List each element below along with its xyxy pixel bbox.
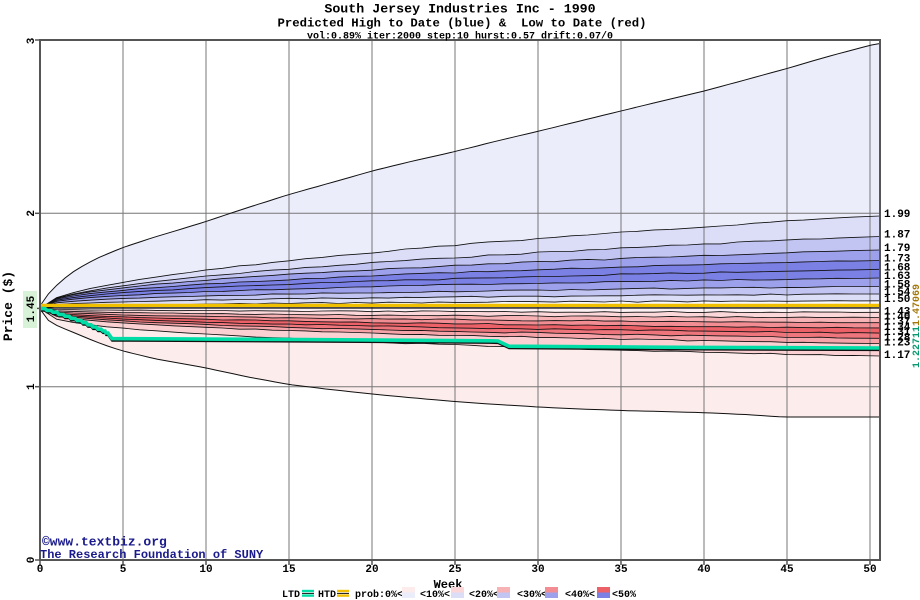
svg-text:1.31: 1.31 xyxy=(884,327,911,339)
svg-text:1.50: 1.50 xyxy=(884,294,910,306)
svg-text:1.63: 1.63 xyxy=(884,271,911,283)
svg-text:South Jersey Industries Inc -: South Jersey Industries Inc - 1990 xyxy=(324,2,595,17)
svg-text:45: 45 xyxy=(780,564,794,576)
svg-text:prob:0%<: prob:0%< xyxy=(355,589,403,600)
svg-text:<50%: <50% xyxy=(612,590,636,600)
svg-text:1.43: 1.43 xyxy=(884,306,911,318)
svg-text:1.34: 1.34 xyxy=(884,322,911,334)
svg-text:5: 5 xyxy=(120,564,127,576)
svg-text:1.23: 1.23 xyxy=(884,338,911,350)
svg-text:1.37: 1.37 xyxy=(884,317,910,329)
svg-text:Price ($): Price ($) xyxy=(1,271,16,341)
svg-text:1.40: 1.40 xyxy=(884,312,910,324)
svg-text:10: 10 xyxy=(199,564,212,576)
svg-text:1.73: 1.73 xyxy=(884,254,911,266)
svg-text:<40%<: <40%< xyxy=(565,590,595,600)
svg-text:1.87: 1.87 xyxy=(884,230,910,242)
svg-text:1.54: 1.54 xyxy=(884,287,911,299)
svg-text:1.28: 1.28 xyxy=(884,332,911,344)
svg-text:©www.textbiz.org: ©www.textbiz.org xyxy=(42,535,167,550)
svg-text:30: 30 xyxy=(531,564,544,576)
svg-text:1.99: 1.99 xyxy=(884,209,910,221)
svg-text:40: 40 xyxy=(697,564,710,576)
svg-text:<10%<: <10%< xyxy=(420,590,450,600)
svg-text:1.68: 1.68 xyxy=(884,262,911,274)
svg-text:3: 3 xyxy=(26,37,38,44)
svg-text:2: 2 xyxy=(26,210,38,217)
svg-text:LTD: LTD xyxy=(282,590,300,600)
svg-text:1.45: 1.45 xyxy=(26,295,38,322)
svg-text:0: 0 xyxy=(26,557,38,564)
svg-text:50: 50 xyxy=(863,564,876,576)
svg-text:25: 25 xyxy=(448,564,462,576)
svg-text:HTD: HTD xyxy=(318,590,336,600)
svg-text:1: 1 xyxy=(26,383,38,390)
svg-text:<20%<: <20%< xyxy=(469,590,499,600)
svg-text:<30%<: <30%< xyxy=(517,590,547,600)
svg-text:Predicted High to Date (blue): Predicted High to Date (blue) & Low to D… xyxy=(278,17,647,31)
svg-text:1.58: 1.58 xyxy=(884,280,911,292)
svg-text:1.17: 1.17 xyxy=(884,350,910,362)
svg-text:The Research Foundation of SUN: The Research Foundation of SUNY xyxy=(40,548,264,562)
svg-text:15: 15 xyxy=(282,564,296,576)
svg-text:1.79: 1.79 xyxy=(884,243,910,255)
svg-text:0: 0 xyxy=(37,564,44,576)
svg-text:1.227111.47069: 1.227111.47069 xyxy=(912,284,920,368)
svg-text:35: 35 xyxy=(614,564,628,576)
svg-text:vol:0.89% iter:2000 step:10 hu: vol:0.89% iter:2000 step:10 hurst:0.57 d… xyxy=(307,31,613,43)
svg-text:20: 20 xyxy=(365,564,378,576)
